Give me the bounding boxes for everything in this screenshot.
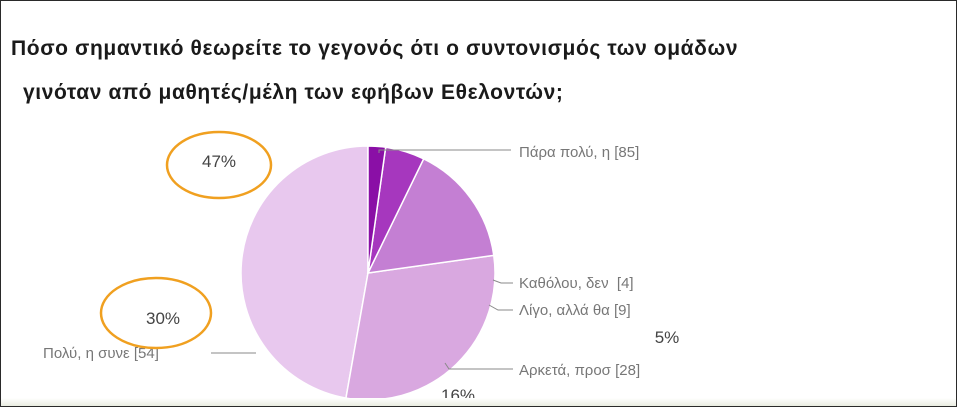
pie-slices — [240, 145, 496, 401]
slice-label-much: Πολύ, η συνε [54] — [43, 345, 159, 362]
chart-title: Πόσο σημαντικό θεωρείτε το γεγονός ότι ο… — [11, 27, 956, 115]
leader-line-not-at-all — [492, 279, 513, 284]
slice-label-little: Λίγο, αλλά θα [9] — [519, 302, 631, 319]
highlight-circles — [99, 130, 273, 350]
highlight-circle-very-much — [165, 130, 273, 200]
leader-line-very-much — [378, 149, 511, 153]
slice-labels: Πάρα πολύ, η [85] Πολύ, η συνε [54] Αρκετά… — [43, 144, 640, 379]
leader-line-enough — [444, 362, 513, 370]
chart-title-line-1: Πόσο σημαντικό θεωρείτε το γεγονός ότι ο… — [11, 37, 739, 60]
leader-line-little — [488, 304, 513, 311]
highlight-circle-much — [99, 276, 213, 350]
slice-label-not-at-all: Καθόλου, δεν [4] — [519, 275, 634, 292]
chart-title-line-2: γινόταν από μαθητές/μέλη των εφήβων Εθελ… — [23, 81, 564, 104]
pie-slice-much — [345, 254, 496, 401]
slice-label-very-much: Πάρα πολύ, η [85] — [519, 144, 639, 161]
pie-slice-very-much — [240, 145, 369, 399]
percent-label-much: 30% — [146, 309, 180, 328]
bottom-strip — [1, 398, 956, 406]
percent-label-very-much: 47% — [202, 152, 236, 171]
slice-label-enough: Αρκετά, προσ [28] — [519, 362, 640, 379]
pie-slice-enough — [366, 157, 495, 274]
percent-label-little: 5% — [655, 328, 680, 347]
leader-lines — [211, 149, 513, 370]
pie-slice-not-at-all — [367, 145, 387, 274]
